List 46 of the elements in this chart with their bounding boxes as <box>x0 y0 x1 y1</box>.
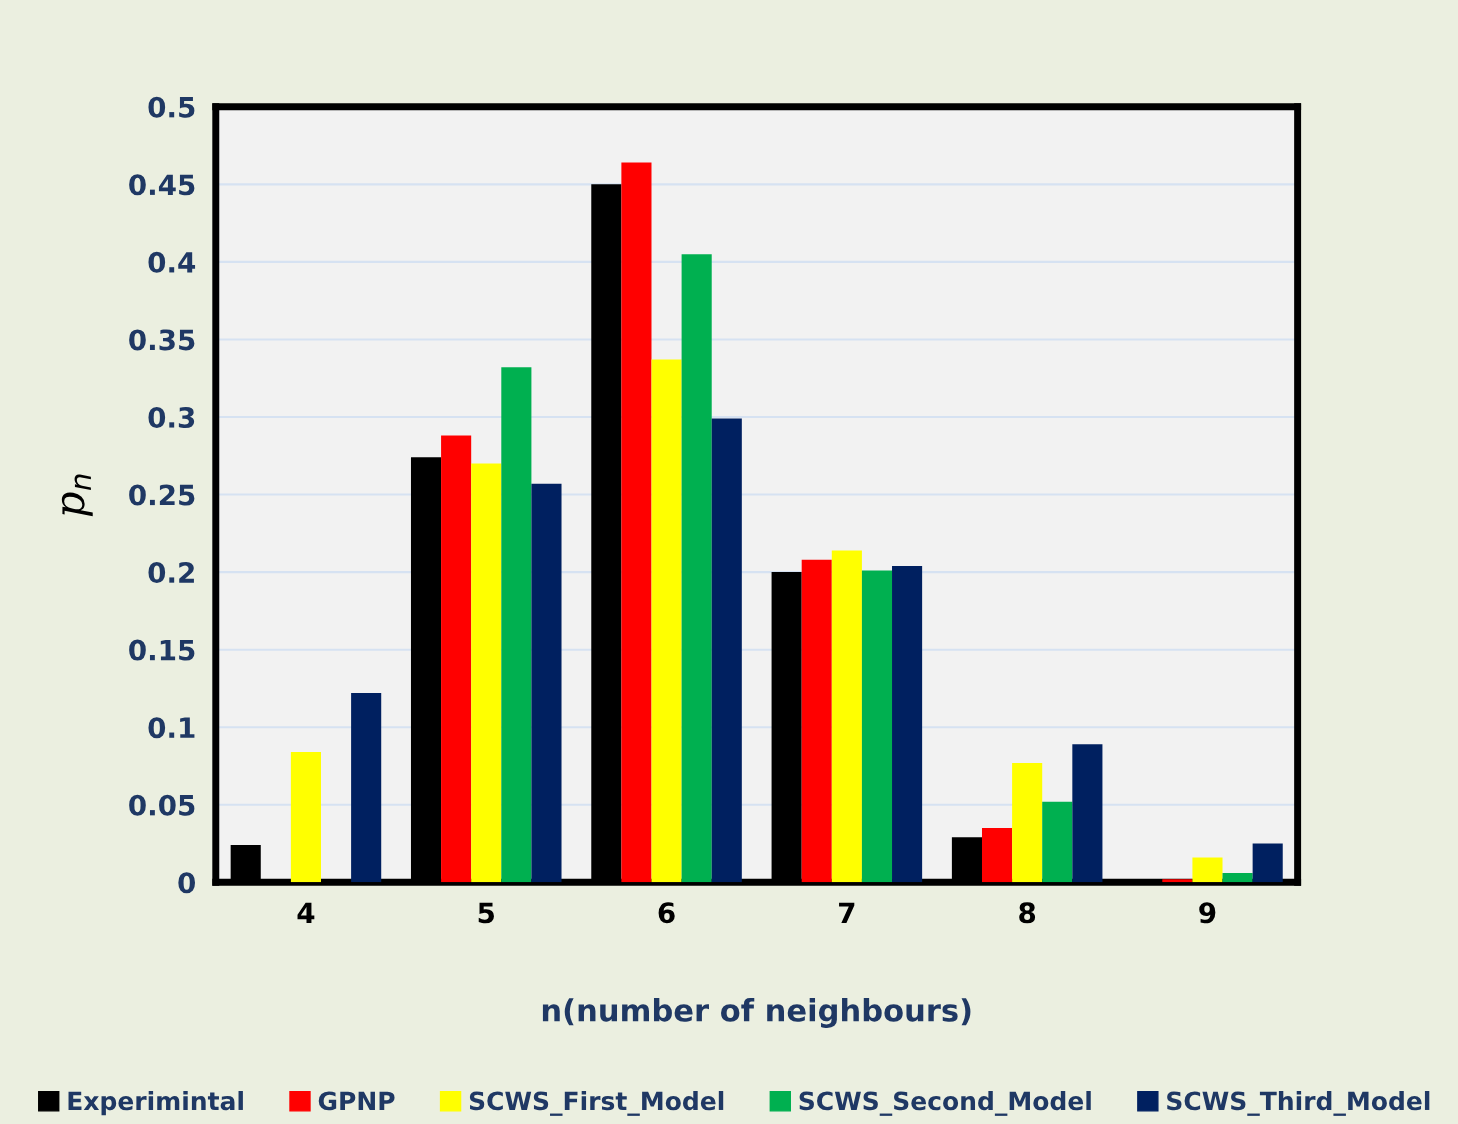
bar <box>351 693 382 883</box>
bar <box>290 752 321 883</box>
bar <box>1012 762 1043 883</box>
y-tick-label: 0.35 <box>129 329 195 351</box>
y-axis-title: p$_{n}$ <box>61 474 93 517</box>
bar <box>1192 857 1223 883</box>
bar <box>501 367 532 883</box>
x-tick-label: 9 <box>1199 902 1216 924</box>
bar <box>711 418 742 883</box>
bar <box>621 162 652 883</box>
bar <box>1252 843 1283 883</box>
bar <box>831 550 862 883</box>
bar <box>1072 744 1103 883</box>
x-tick-label: 8 <box>1019 902 1036 924</box>
bar <box>1222 873 1253 883</box>
y-tick-label: 0.5 <box>148 96 195 118</box>
bar <box>651 359 682 883</box>
x-tick-label: 5 <box>478 902 494 924</box>
y-tick-label: 0.15 <box>129 639 195 661</box>
y-tick-label: 0.25 <box>129 484 195 506</box>
y-tick-label: 0.45 <box>129 174 195 196</box>
x-tick-label: 4 <box>297 902 315 923</box>
x-axis-title: n(number of neighbours) <box>542 998 971 1028</box>
y-tick-label: 0.4 <box>148 251 196 273</box>
legend-label: Experimintal <box>68 1090 243 1116</box>
bar <box>1042 801 1073 883</box>
y-tick-label: 0.05 <box>129 794 195 816</box>
bar <box>861 570 893 883</box>
y-tick-label: 0.3 <box>148 406 195 428</box>
y-tick-label: 0.1 <box>148 717 195 739</box>
y-tick-label: 0 <box>178 872 196 894</box>
legend-label: GPNP <box>318 1091 395 1111</box>
bar <box>892 565 923 883</box>
x-tick-label: 7 <box>839 902 855 923</box>
legend-label: SCWS_First_Model <box>469 1090 724 1116</box>
legend-label: SCWS_Third_Model <box>1167 1090 1430 1116</box>
legend-label: SCWS_Second_Model <box>799 1090 1091 1116</box>
y-tick-label: 0.2 <box>148 562 194 584</box>
bar <box>531 483 562 883</box>
bar <box>441 435 472 883</box>
bar <box>801 559 832 883</box>
bar <box>981 828 1013 883</box>
x-tick-label: 6 <box>658 902 675 924</box>
bar <box>681 254 712 883</box>
bar <box>1162 879 1193 883</box>
bar <box>471 463 502 883</box>
